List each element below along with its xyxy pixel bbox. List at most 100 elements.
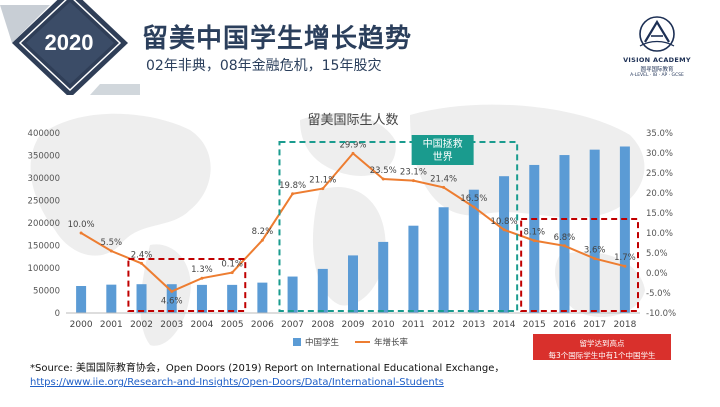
growth-rate-point bbox=[79, 231, 83, 235]
x-tick-label: 2009 bbox=[342, 320, 365, 330]
growth-rate-point bbox=[502, 228, 506, 232]
growth-rate-label: 21.4% bbox=[430, 174, 457, 184]
growth-rate-point bbox=[593, 257, 597, 261]
growth-rate-point bbox=[200, 276, 204, 280]
growth-rate-point bbox=[381, 177, 385, 181]
bar-2007 bbox=[287, 276, 298, 313]
x-tick-label: 2013 bbox=[462, 320, 485, 330]
y-left-tick-label: 150000 bbox=[28, 242, 60, 252]
x-tick-label: 2006 bbox=[251, 320, 274, 330]
growth-rate-label: 5.5% bbox=[101, 238, 123, 248]
source-text: *Source: 美国国际教育协会，Open Doors (2019) Repo… bbox=[30, 363, 505, 374]
growth-rate-label: 21.1% bbox=[309, 176, 336, 186]
y-right-tick-label: 0.0% bbox=[646, 269, 668, 279]
growth-rate-label: 10.8% bbox=[491, 217, 518, 227]
y-right-tick-label: 15.0% bbox=[646, 209, 673, 219]
growth-rate-point bbox=[351, 151, 355, 155]
y-left-tick-label: 250000 bbox=[28, 197, 60, 207]
bar-2006 bbox=[257, 282, 268, 313]
x-tick-label: 2017 bbox=[583, 320, 606, 330]
source-link[interactable]: https://www.iie.org/Research-and-Insight… bbox=[30, 377, 444, 388]
legend-bar-label: 中国学生 bbox=[305, 337, 340, 348]
page-title: 留美中国学生增长趋势 bbox=[142, 24, 413, 54]
bar-2014 bbox=[499, 176, 510, 313]
bar-2008 bbox=[317, 268, 328, 313]
logo-name: VISION ACADEMY bbox=[623, 56, 691, 64]
y-left-tick-label: 200000 bbox=[28, 219, 60, 229]
bar-2011 bbox=[408, 225, 419, 313]
x-tick-label: 2008 bbox=[311, 320, 334, 330]
growth-rate-point bbox=[170, 289, 174, 293]
growth-rate-label: 8.1% bbox=[523, 228, 545, 238]
y-left-tick-label: 350000 bbox=[28, 152, 60, 162]
bar-2016 bbox=[559, 155, 570, 313]
peak-note-line1: 留学达到高点 bbox=[580, 338, 625, 348]
growth-rate-label: 16.5% bbox=[460, 194, 487, 204]
bar-2002 bbox=[136, 284, 147, 313]
sars-period-box bbox=[127, 258, 247, 312]
rescue-label-bg bbox=[411, 135, 474, 165]
x-tick-label: 2012 bbox=[432, 320, 455, 330]
bar-2018 bbox=[619, 146, 630, 313]
x-tick-label: 2010 bbox=[372, 320, 395, 330]
source-citation: *Source: 美国国际教育协会，Open Doors (2019) Repo… bbox=[30, 362, 710, 390]
page-subtitle: 02年非典，08年金融危机，15年股灾 bbox=[146, 58, 382, 74]
bar-2005 bbox=[227, 284, 238, 313]
logo-emblem-icon bbox=[639, 16, 675, 52]
bar-2010 bbox=[378, 241, 389, 313]
x-tick-label: 2014 bbox=[493, 320, 516, 330]
growth-rate-point bbox=[472, 205, 476, 209]
x-tick-label: 2003 bbox=[160, 320, 183, 330]
growth-rate-label: 1.3% bbox=[191, 265, 213, 275]
y-right-tick-label: 30.0% bbox=[646, 149, 673, 159]
growth-rate-label: 1.7% bbox=[614, 253, 636, 263]
growth-rate-label: 0.1% bbox=[221, 260, 243, 270]
y-left-tick-label: 400000 bbox=[28, 129, 60, 139]
growth-rate-label: 10.0% bbox=[68, 220, 95, 230]
growth-rate-label: 8.2% bbox=[252, 227, 274, 237]
y-right-tick-label: 5.0% bbox=[646, 249, 668, 259]
chart: 留美国际生人数 0 50000 100000 150000 200000 250000 300… bbox=[28, 113, 676, 360]
peak-period-box bbox=[520, 218, 639, 312]
badge-diamond-icon bbox=[0, 0, 140, 98]
peak-note-bg bbox=[533, 334, 671, 360]
bar-2015 bbox=[529, 164, 540, 313]
x-tick-label: 2016 bbox=[553, 320, 576, 330]
peak-note-line2: 每3个国际学生中有1个中国学生 bbox=[548, 350, 656, 360]
x-tick-label: 2015 bbox=[523, 320, 546, 330]
growth-rate-point bbox=[532, 239, 536, 243]
bar-2009 bbox=[348, 255, 358, 313]
y-right-tick-label: 10.0% bbox=[646, 229, 673, 239]
y-right-tick-label: -5.0% bbox=[646, 289, 671, 299]
bar-2000 bbox=[76, 286, 87, 313]
bar-2012 bbox=[438, 207, 449, 313]
bar-2004 bbox=[196, 284, 207, 313]
bar-2001 bbox=[106, 284, 117, 313]
growth-period-box bbox=[278, 141, 519, 312]
growth-rate-label: 4.6% bbox=[161, 296, 183, 306]
bar-2003 bbox=[166, 284, 177, 313]
growth-rate-label: 29.9% bbox=[339, 140, 366, 150]
y-left-tick-label: 300000 bbox=[28, 174, 60, 184]
growth-rate-point bbox=[321, 187, 325, 191]
growth-rate-point bbox=[411, 179, 415, 183]
growth-rate-point bbox=[260, 238, 264, 242]
x-tick-label: 2004 bbox=[190, 320, 213, 330]
growth-rate-label: 6.8% bbox=[554, 233, 576, 243]
bar-2013 bbox=[468, 189, 479, 313]
logo-chinese-name: 圆寻国际教育 bbox=[640, 67, 674, 73]
chart-title: 留美国际生人数 bbox=[307, 113, 398, 128]
growth-rate-label: 2.4% bbox=[131, 250, 153, 260]
growth-rate-point bbox=[140, 261, 144, 265]
y-right-tick-label: -10.0% bbox=[646, 309, 676, 319]
y-left-tick-label: 50000 bbox=[33, 287, 60, 297]
x-tick-label: 2005 bbox=[221, 320, 244, 330]
growth-rate-label: 3.6% bbox=[584, 246, 606, 256]
growth-rate-point bbox=[442, 185, 446, 189]
x-tick-label: 2001 bbox=[100, 320, 123, 330]
bar-2017 bbox=[589, 149, 600, 313]
growth-rate-label: 23.5% bbox=[370, 166, 397, 176]
x-tick-label: 2002 bbox=[130, 320, 153, 330]
growth-rate-point bbox=[230, 271, 234, 275]
y-right-tick-label: 20.0% bbox=[646, 189, 673, 199]
